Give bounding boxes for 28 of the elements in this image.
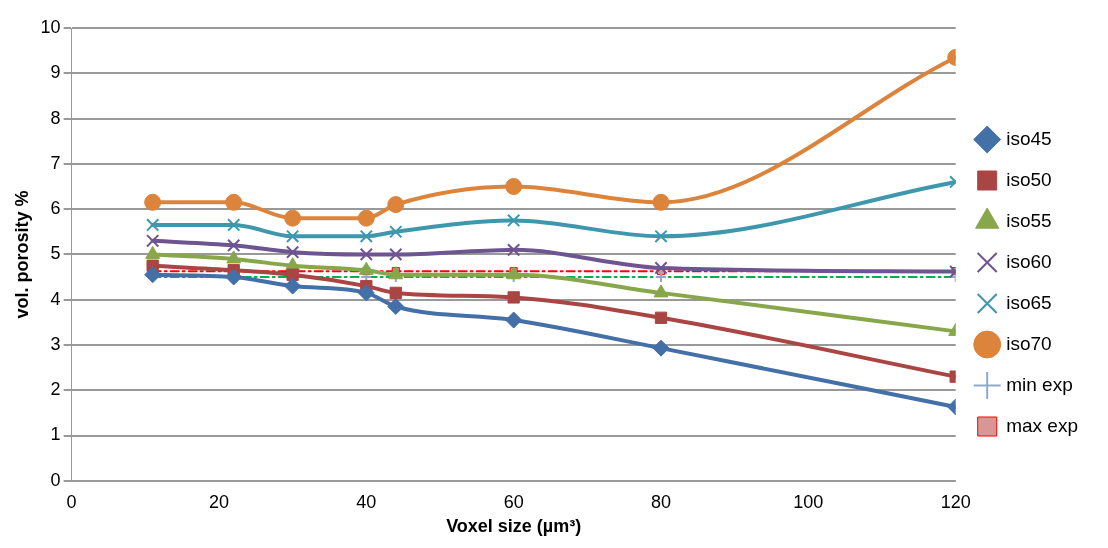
- x-tick-label: 100: [793, 491, 824, 512]
- y-tick-label: 9: [50, 62, 61, 83]
- y-tick-label: 5: [50, 243, 61, 264]
- y-tick-label: 0: [50, 469, 61, 490]
- y-tick-label: 4: [50, 288, 61, 309]
- x-tick-label: 60: [503, 491, 524, 512]
- y-tick-label: 6: [50, 198, 61, 219]
- x-tick-label: 80: [650, 491, 672, 512]
- y-tick-label: 2: [50, 379, 61, 400]
- legend-label: max exp: [1006, 414, 1079, 436]
- x-axis-title: Voxel size (µm³): [446, 516, 582, 537]
- x-tick-label: 0: [66, 491, 77, 512]
- legend-label: iso55: [1006, 209, 1052, 231]
- y-tick-label: 7: [50, 152, 61, 173]
- y-tick-label: 8: [50, 107, 61, 128]
- y-tick-label: 1: [50, 424, 61, 445]
- legend-label: iso65: [1006, 291, 1052, 313]
- legend-label: iso45: [1006, 127, 1052, 149]
- x-tick-label: 40: [356, 491, 377, 512]
- legend-label: iso70: [1006, 332, 1052, 354]
- y-tick-label: 10: [40, 16, 61, 37]
- x-tick-label: 120: [940, 491, 971, 512]
- x-tick-label: 20: [208, 491, 229, 512]
- legend-label: iso60: [1006, 250, 1052, 272]
- legend-label: min exp: [1006, 373, 1073, 395]
- legend-label: iso50: [1006, 168, 1052, 190]
- y-axis-title: vol. porosity %: [11, 190, 32, 319]
- y-tick-label: 3: [50, 333, 61, 354]
